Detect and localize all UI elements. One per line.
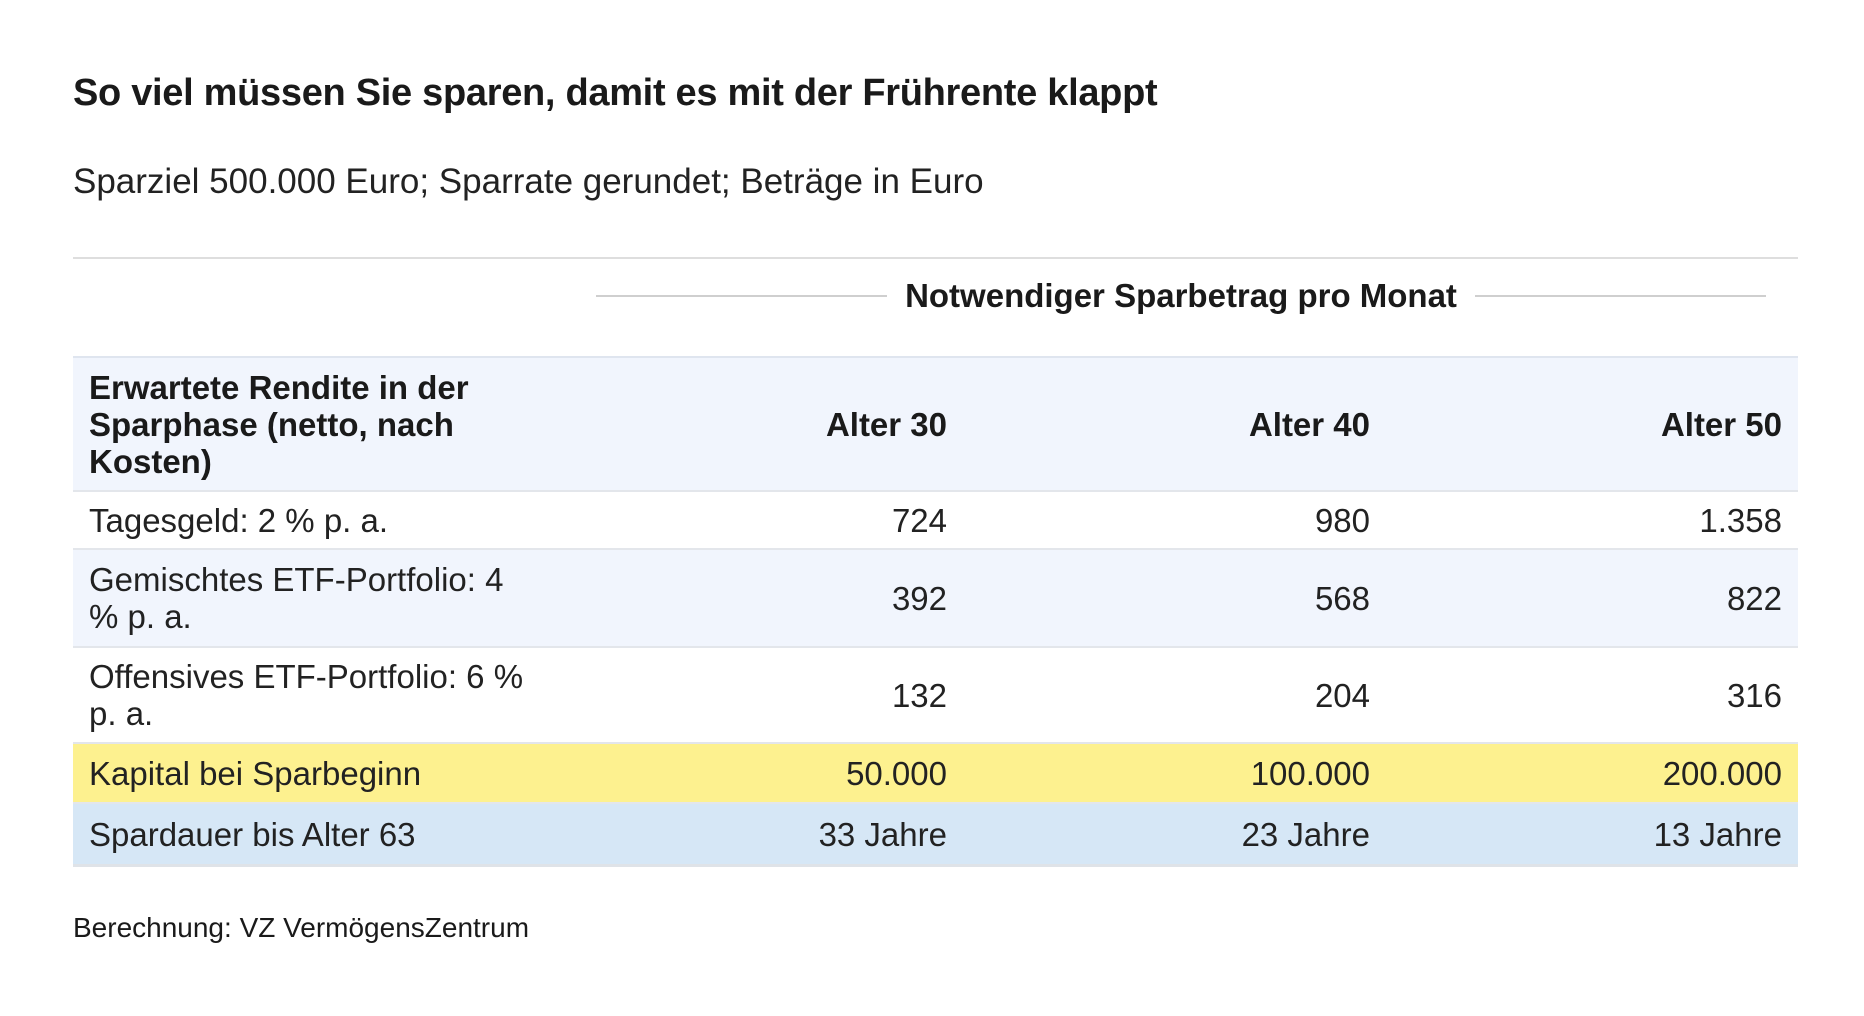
cell-value: 204 bbox=[963, 646, 1386, 743]
cell-value: 132 bbox=[540, 646, 963, 743]
cell-value: 822 bbox=[1386, 548, 1798, 647]
column-header-alter-50: Alter 50 bbox=[1660, 405, 1782, 443]
cell-value: 980 bbox=[963, 490, 1386, 549]
cell-value: 1.358 bbox=[1386, 490, 1798, 549]
table-row: Gemischtes ETF-Portfolio: 4 % p. a. 392 … bbox=[73, 548, 1798, 647]
cell-value: 100.000 bbox=[963, 742, 1386, 803]
column-header-alter-30: Alter 30 bbox=[825, 405, 947, 443]
row-label: Tagesgeld: 2 % p. a. bbox=[73, 490, 540, 549]
row-label: Offensives ETF-Portfolio: 6 % p. a. bbox=[73, 646, 540, 743]
group-header-line-right bbox=[1474, 295, 1766, 297]
cell-value: 316 bbox=[1386, 646, 1798, 743]
source-note: Berechnung: VZ VermögensZentrum bbox=[73, 912, 530, 943]
column-header-alter-40: Alter 40 bbox=[1248, 405, 1370, 443]
divider bbox=[73, 257, 1798, 259]
row-label: Kapital bei Sparbeginn bbox=[73, 742, 540, 803]
cell-value: 568 bbox=[963, 548, 1386, 647]
table-row-duration: Spardauer bis Alter 63 33 Jahre 23 Jahre… bbox=[73, 802, 1798, 866]
table-row: Tagesgeld: 2 % p. a. 724 980 1.358 bbox=[73, 490, 1798, 549]
group-header-label: Notwendiger Sparbetrag pro Monat bbox=[905, 277, 1457, 314]
column-group-header: Notwendiger Sparbetrag pro Monat bbox=[596, 276, 1766, 316]
group-header-line-left bbox=[596, 295, 888, 297]
savings-table: Erwartete Rendite in der Sparphase (nett… bbox=[73, 356, 1798, 867]
column-header-rendite: Erwartete Rendite in der Sparphase (nett… bbox=[89, 368, 469, 480]
cell-value: 392 bbox=[540, 548, 963, 647]
page-title: So viel müssen Sie sparen, damit es mit … bbox=[73, 72, 1158, 114]
page-subtitle: Sparziel 500.000 Euro; Sparrate gerundet… bbox=[73, 162, 984, 201]
cell-value: 33 Jahre bbox=[540, 802, 963, 866]
cell-value: 50.000 bbox=[540, 742, 963, 803]
cell-value: 23 Jahre bbox=[963, 802, 1386, 866]
cell-value: 724 bbox=[540, 490, 963, 549]
table-row: Offensives ETF-Portfolio: 6 % p. a. 132 … bbox=[73, 646, 1798, 743]
table-header-row: Erwartete Rendite in der Sparphase (nett… bbox=[73, 357, 1798, 491]
table-row-capital: Kapital bei Sparbeginn 50.000 100.000 20… bbox=[73, 742, 1798, 803]
cell-value: 13 Jahre bbox=[1386, 802, 1798, 866]
row-label: Gemischtes ETF-Portfolio: 4 % p. a. bbox=[73, 548, 540, 647]
row-label: Spardauer bis Alter 63 bbox=[73, 802, 540, 866]
cell-value: 200.000 bbox=[1386, 742, 1798, 803]
